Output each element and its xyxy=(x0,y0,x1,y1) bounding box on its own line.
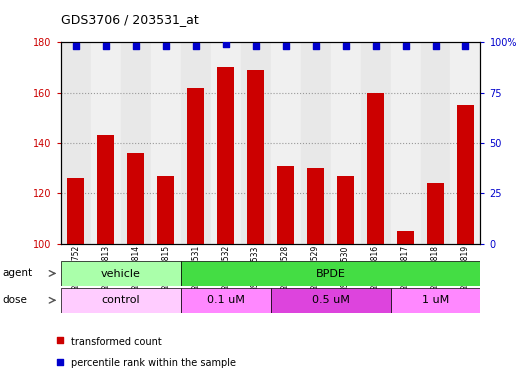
Bar xyxy=(271,42,300,244)
Bar xyxy=(367,93,384,244)
Text: percentile rank within the sample: percentile rank within the sample xyxy=(71,358,237,368)
Bar xyxy=(241,42,271,244)
Bar xyxy=(450,42,480,244)
Bar xyxy=(420,42,450,244)
Point xyxy=(251,43,260,50)
Point xyxy=(341,43,350,50)
Text: transformed count: transformed count xyxy=(71,337,162,347)
Point xyxy=(71,43,80,50)
Bar xyxy=(181,261,480,286)
Bar xyxy=(331,42,361,244)
Bar xyxy=(211,42,241,244)
Text: 0.1 uM: 0.1 uM xyxy=(206,295,244,306)
Text: GDS3706 / 203531_at: GDS3706 / 203531_at xyxy=(61,13,199,26)
Bar xyxy=(61,288,181,313)
Point xyxy=(401,43,410,50)
Bar xyxy=(187,88,204,244)
Bar xyxy=(457,105,474,244)
Bar xyxy=(391,288,480,313)
Text: 1 uM: 1 uM xyxy=(422,295,449,306)
Text: agent: agent xyxy=(3,268,33,278)
Bar xyxy=(391,42,420,244)
Point xyxy=(281,43,290,50)
Bar xyxy=(61,261,181,286)
Point xyxy=(431,43,440,50)
Bar xyxy=(271,288,391,313)
Point xyxy=(312,43,320,50)
Bar xyxy=(397,231,414,244)
Bar xyxy=(427,184,444,244)
Text: dose: dose xyxy=(3,295,27,305)
Point xyxy=(221,41,230,47)
Text: 0.5 uM: 0.5 uM xyxy=(312,295,350,306)
Bar xyxy=(91,42,121,244)
Point xyxy=(131,43,140,50)
Bar xyxy=(150,42,181,244)
Bar xyxy=(61,42,91,244)
Text: BPDE: BPDE xyxy=(316,268,345,279)
Bar xyxy=(121,42,150,244)
Point xyxy=(101,43,110,50)
Bar xyxy=(98,136,114,244)
Bar xyxy=(307,168,324,244)
Point xyxy=(192,43,200,50)
Point xyxy=(56,337,64,343)
Bar xyxy=(300,42,331,244)
Text: vehicle: vehicle xyxy=(101,268,140,279)
Point xyxy=(162,43,170,50)
Bar xyxy=(218,68,234,244)
Bar xyxy=(277,166,294,244)
Bar xyxy=(68,178,84,244)
Bar xyxy=(247,70,264,244)
Bar xyxy=(181,288,271,313)
Point xyxy=(461,43,470,50)
Point xyxy=(371,43,380,50)
Bar xyxy=(337,176,354,244)
Bar xyxy=(361,42,391,244)
Bar xyxy=(157,176,174,244)
Point xyxy=(56,359,64,366)
Text: control: control xyxy=(101,295,140,306)
Bar xyxy=(181,42,211,244)
Bar xyxy=(127,153,144,244)
